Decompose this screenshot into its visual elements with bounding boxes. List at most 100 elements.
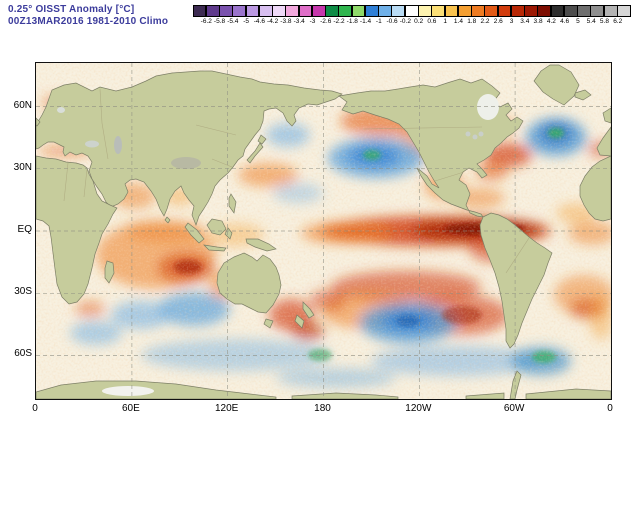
landmass	[104, 260, 115, 284]
country-border	[63, 162, 69, 202]
colorbar-tick-label: -5.8	[213, 18, 226, 25]
lon-tick-label: 0	[32, 403, 38, 414]
landmass	[533, 64, 580, 106]
colorbar-segment	[603, 5, 618, 17]
landmass	[216, 252, 282, 314]
country-border	[99, 88, 109, 160]
colorbar-segment	[205, 5, 220, 17]
landmass	[596, 126, 611, 157]
colorbar-segment	[232, 5, 247, 17]
country-borders	[63, 88, 530, 274]
colorbar-segment	[219, 5, 233, 17]
colorbar-segment	[510, 5, 525, 17]
landmass	[164, 216, 171, 224]
lat-tick-label: 60S	[14, 348, 32, 360]
colorbar-segment	[537, 5, 552, 17]
colorbar-tick-label: 4.6	[560, 18, 570, 25]
lat-tick-label: 60N	[13, 99, 32, 111]
colorbar-tick-label: -6.2	[200, 18, 212, 25]
colorbar-segment	[471, 5, 485, 17]
landmass	[184, 222, 205, 244]
colorbar-segment	[444, 5, 459, 17]
colorbar-tick-label: 6.2	[613, 18, 623, 25]
landmass	[465, 392, 505, 399]
colorbar-segment	[338, 5, 353, 17]
colorbar-tick-label: 1.4	[453, 18, 463, 25]
colorbar	[192, 5, 631, 17]
lon-tick-label: 180	[314, 403, 331, 414]
colorbar-segment	[285, 5, 300, 17]
caspian-sea	[114, 136, 122, 154]
tibet-plateau	[171, 157, 201, 169]
colorbar-segment	[272, 5, 286, 17]
lon-tick-label: 120E	[214, 403, 239, 414]
colorbar-tick-label: -1.4	[359, 18, 372, 25]
great-lake	[465, 131, 471, 137]
country-border	[211, 158, 233, 168]
baltic-sea	[57, 107, 65, 113]
colorbar-tick-label: -2.6	[320, 18, 332, 25]
country-border	[505, 237, 530, 274]
colorbar-segment	[378, 5, 392, 17]
landmass	[257, 134, 267, 145]
colorbar-tick-label: -1.8	[346, 18, 358, 25]
landmass	[302, 301, 315, 319]
colorbar-tick-label: 3.8	[533, 18, 543, 25]
landmass	[479, 212, 553, 349]
landmass	[246, 142, 264, 164]
colorbar-segment	[298, 5, 313, 17]
colorbar-segment	[550, 5, 565, 17]
colorbar-tick-label: 0.2	[414, 18, 424, 25]
colorbar-tick-label: -5	[243, 18, 249, 25]
colorbar-tick-label: -0.2	[399, 18, 411, 25]
country-border	[83, 168, 88, 198]
landmass	[574, 89, 592, 101]
colorbar-segment	[245, 5, 260, 17]
lat-tick-label: 30S	[14, 286, 32, 298]
landmass	[263, 318, 274, 329]
landmass	[36, 155, 118, 305]
colorbar-tick-label: 5.4	[586, 18, 596, 25]
colorbar-segment	[391, 5, 406, 17]
colorbar-segment	[325, 5, 339, 17]
colorbar-tick-label: -2.2	[333, 18, 345, 25]
colorbar-segment	[364, 5, 379, 17]
colorbar-segment	[524, 5, 538, 17]
colorbar-tick-label: 4.2	[546, 18, 556, 25]
landmass	[36, 117, 41, 127]
colorbar-tick-label: 3.4	[520, 18, 530, 25]
lon-tick-label: 0	[607, 403, 613, 414]
colorbar-tick-label: -4.2	[267, 18, 279, 25]
colorbar-tick-label: 1.8	[467, 18, 477, 25]
landmass	[509, 370, 522, 399]
colorbar-tick-label: -1	[375, 18, 382, 25]
country-border	[434, 171, 465, 182]
landmass	[579, 155, 611, 222]
colorbar-tick-label: -5.4	[227, 18, 239, 25]
lon-tick-label: 120W	[405, 403, 432, 414]
lat-tick-label: EQ	[17, 224, 32, 235]
colorbar-tick-label: 0.6	[427, 18, 437, 25]
graticule	[36, 63, 611, 399]
colorbar-segment	[457, 5, 472, 17]
colorbar-tick-label: -3.4	[293, 18, 305, 25]
colorbar-tick-label: -0.6	[386, 18, 398, 25]
colorbar-segment	[617, 5, 631, 17]
colorbar-segment	[577, 5, 591, 17]
landmass	[36, 70, 343, 227]
colorbar-segment	[484, 5, 499, 17]
colorbar-tick-label: 1	[443, 18, 447, 25]
colorbar-segment	[431, 5, 446, 17]
colorbar-segment	[497, 5, 512, 17]
colorbar-segment	[258, 5, 273, 17]
antarctic-ice	[102, 386, 154, 396]
colorbar-segment	[351, 5, 366, 17]
colorbar-segment	[418, 5, 432, 17]
great-lake	[472, 134, 478, 140]
landmass	[245, 238, 277, 252]
colorbar-tick-labels: -6.2 -5.8 -5.4 -5 -4.6 -4.2 -3.8 -3.4 -3 -2.6 -2.2…	[193, 18, 631, 27]
lon-tick-label: 60E	[121, 403, 140, 414]
colorbar-tick-label: 2.6	[493, 18, 503, 25]
black-sea	[85, 140, 99, 148]
lat-tick-label: 30N	[13, 161, 32, 173]
